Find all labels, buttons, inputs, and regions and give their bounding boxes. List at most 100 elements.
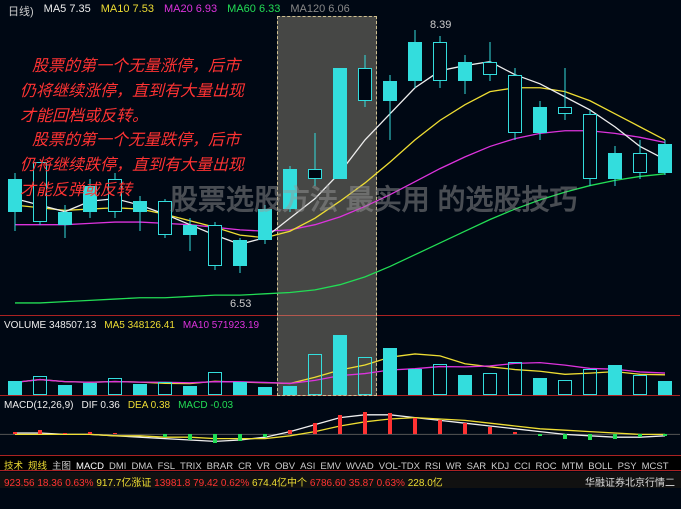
status-value: 0.63% [65, 478, 96, 489]
status-value: 6786.60 [310, 478, 349, 489]
macd-bar [388, 413, 392, 434]
watermark-text: 股票选股方法 最实用 的选股技巧 [170, 180, 578, 219]
status-bar: 923.56 18.36 0.63% 917.7亿涨证 13981.8 79.4… [0, 472, 681, 488]
indicator-tab[interactable]: EMV [320, 461, 341, 471]
macd-bar [613, 434, 617, 438]
ma-indicator-row: 日线) MA5 7.35 MA10 7.53 MA20 6.93 MA60 6.… [8, 3, 350, 19]
macd-bar [38, 430, 42, 434]
macd-bar [163, 434, 167, 437]
dif-label: DIF 0.36 [81, 400, 119, 411]
indicator-tab[interactable]: DMA [131, 461, 152, 471]
macd-bar [588, 434, 592, 440]
volume-bar [533, 378, 547, 395]
macd-bar [88, 432, 92, 435]
macd-header: MACD(12,26,9) [4, 400, 73, 411]
volume-bar [558, 380, 572, 395]
vol-ma5-label: MA5 348126.41 [104, 320, 175, 331]
candle [483, 16, 497, 316]
ma120-label: MA120 6.06 [290, 3, 349, 19]
indicator-tab[interactable]: CCI [514, 461, 530, 471]
macd-bar [263, 434, 267, 437]
macd-bar [538, 434, 542, 435]
volume-bar [383, 348, 397, 395]
indicator-tab[interactable]: TRIX [180, 461, 202, 471]
indicator-tab-bar[interactable]: 技术规线主图 MACD DMI DMA FSL TRIX BRAR CR VR OBV ASI EMV… [0, 455, 681, 471]
broker-name: 华融证券北京行情二 [585, 474, 675, 489]
volume-labels: VOLUME 348507.13 MA5 348126.41 MA10 5719… [4, 320, 259, 331]
low-price-label: 6.53 [230, 298, 251, 310]
candle [658, 16, 672, 316]
macd-labels: MACD(12,26,9) DIF 0.36 DEA 0.38 MACD -0.… [4, 400, 233, 411]
macd-bar [463, 423, 467, 434]
macd-bar [113, 433, 117, 434]
macd-bar [63, 433, 67, 434]
indicator-tab[interactable]: ASI [300, 461, 315, 471]
volume-bar [483, 373, 497, 395]
candle [333, 16, 347, 316]
indicator-tab[interactable]: WVAD [346, 461, 374, 471]
chart-period: 日线) [8, 3, 34, 19]
macd-label: MACD -0.03 [178, 400, 233, 411]
indicator-tab[interactable]: MCST [642, 461, 669, 471]
indicator-tab[interactable]: MACD [76, 461, 104, 471]
indicator-tab[interactable]: OBV [275, 461, 295, 471]
status-value: 923.56 [4, 478, 37, 489]
candle [458, 16, 472, 316]
indicator-tab[interactable]: RSI [425, 461, 441, 471]
volume-bar [33, 376, 47, 395]
volume-bar [358, 357, 372, 395]
vol-label: VOLUME 348507.13 [4, 320, 96, 331]
volume-bar [183, 386, 197, 395]
indicator-tab[interactable]: VR [257, 461, 270, 471]
indicator-tab[interactable]: CR [238, 461, 252, 471]
indicator-tab[interactable]: MTM [562, 461, 584, 471]
volume-bar [433, 364, 447, 395]
indicator-tab[interactable]: 规线 [28, 461, 47, 471]
indicator-tab[interactable]: SAR [467, 461, 487, 471]
macd-bar [513, 432, 517, 435]
volume-bar [158, 382, 172, 395]
volume-bar [583, 369, 597, 395]
high-price-label: 8.39 [430, 19, 451, 31]
volume-bar [633, 375, 647, 395]
indicator-tab[interactable]: BOLL [588, 461, 612, 471]
macd-bar [438, 420, 442, 434]
macd-bar [188, 434, 192, 440]
candle [283, 16, 297, 316]
status-value: 917.7亿涨证 [96, 478, 154, 489]
candle [633, 16, 647, 316]
vol-ma10-label: MA10 571923.19 [183, 320, 259, 331]
indicator-tab[interactable]: FSL [158, 461, 175, 471]
indicator-tab[interactable]: 主图 [52, 461, 71, 471]
macd-bar [488, 427, 492, 434]
macd-panel[interactable]: MACD(12,26,9) DIF 0.36 DEA 0.38 MACD -0.… [0, 398, 680, 454]
macd-bar [13, 432, 17, 435]
macd-bar [338, 415, 342, 435]
volume-bar [283, 386, 297, 395]
indicator-tab[interactable]: BRAR [207, 461, 233, 471]
candle [358, 16, 372, 316]
indicator-tab[interactable]: 技术 [4, 461, 23, 471]
indicator-tab[interactable]: WR [446, 461, 462, 471]
ma20-label: MA20 6.93 [164, 3, 217, 19]
indicator-tab[interactable]: KDJ [491, 461, 509, 471]
indicator-tab[interactable]: ROC [536, 461, 557, 471]
volume-bar [458, 375, 472, 395]
macd-bar [363, 412, 367, 434]
status-value: 35.87 [349, 478, 377, 489]
macd-bar [638, 434, 642, 437]
macd-bar [238, 434, 242, 441]
indicator-tab[interactable]: DMI [109, 461, 126, 471]
indicator-tab[interactable]: VOL-TDX [379, 461, 420, 471]
volume-bar [108, 378, 122, 395]
volume-bar [83, 383, 97, 395]
volume-bar [133, 384, 147, 395]
indicator-tab[interactable]: PSY [618, 461, 637, 471]
ma60-label: MA60 6.33 [227, 3, 280, 19]
status-value: 0.63% [377, 478, 408, 489]
candle [308, 16, 322, 316]
candle [383, 16, 397, 316]
ma10-label: MA10 7.53 [101, 3, 154, 19]
candle [558, 16, 572, 316]
dea-label: DEA 0.38 [128, 400, 170, 411]
